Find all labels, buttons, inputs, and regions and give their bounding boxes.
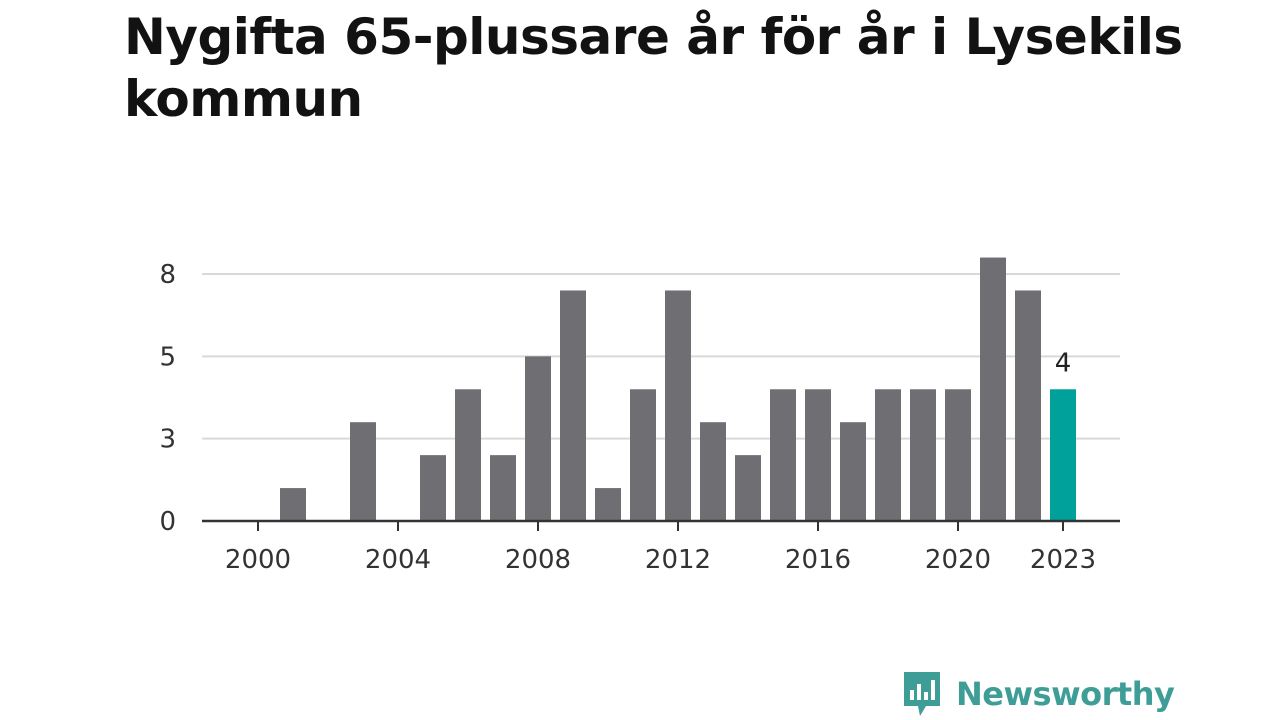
bar xyxy=(455,389,481,521)
x-tick-label: 2000 xyxy=(225,545,291,575)
x-tick-label: 2012 xyxy=(645,545,711,575)
bar xyxy=(560,290,586,521)
y-tick-label: 5 xyxy=(159,342,176,372)
bar xyxy=(910,389,936,521)
bar xyxy=(735,455,761,521)
y-tick-label: 8 xyxy=(159,260,176,290)
bar xyxy=(945,389,971,521)
bar xyxy=(805,389,831,521)
x-tick-label: 2020 xyxy=(925,545,991,575)
x-axis xyxy=(202,519,1120,531)
bar xyxy=(1050,389,1076,521)
bar xyxy=(350,422,376,521)
chart-title: Nygifta 65-plussare år för år i Lysekils… xyxy=(124,8,1183,128)
labels: 0 3 5 8 2000 2004 2008 2012 2016 2020 2023 4 xyxy=(159,260,1096,575)
bar xyxy=(595,488,621,521)
bars xyxy=(280,257,1076,521)
x-tick-label: 2004 xyxy=(365,545,431,575)
brand-name: Newsworthy xyxy=(956,675,1175,713)
newsworthy-logo-icon xyxy=(904,672,940,716)
y-tick-label: 0 xyxy=(159,507,176,537)
bar xyxy=(525,356,551,521)
bar xyxy=(420,455,446,521)
bar xyxy=(630,389,656,521)
data-label: 4 xyxy=(1055,348,1072,378)
x-tick-label: 2016 xyxy=(785,545,851,575)
bar xyxy=(700,422,726,521)
x-tick-label: 2008 xyxy=(505,545,571,575)
bar xyxy=(840,422,866,521)
bar xyxy=(490,455,516,521)
bar xyxy=(1015,290,1041,521)
bar xyxy=(280,488,306,521)
bar xyxy=(770,389,796,521)
x-tick-label: 2023 xyxy=(1030,545,1096,575)
bar xyxy=(980,257,1006,521)
bar xyxy=(665,290,691,521)
newsworthy-logo: Newsworthy xyxy=(902,670,1175,718)
y-tick-label: 3 xyxy=(159,425,176,455)
bar xyxy=(875,389,901,521)
